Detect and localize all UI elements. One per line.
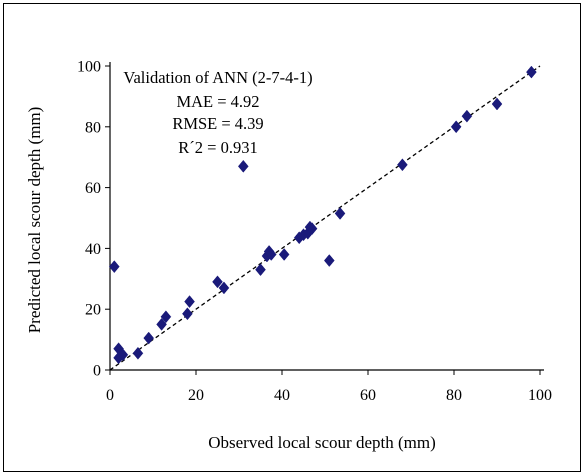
data-point	[184, 295, 195, 308]
data-point	[306, 222, 318, 236]
chart-frame: 0 20 40 60 80 100 0 20 40 60 80 100 Validation of A…	[3, 3, 581, 472]
x-tick-label: 40	[274, 387, 290, 404]
x-tick-label: 0	[106, 387, 114, 404]
x-tick-label: 60	[360, 387, 376, 404]
annotation-line-3: RMSE = 4.39	[172, 114, 263, 133]
data-point	[278, 248, 290, 261]
data-point	[255, 263, 266, 277]
data-point	[265, 248, 277, 261]
y-tick-label: 20	[85, 302, 101, 319]
data-point	[526, 65, 537, 79]
data-point	[143, 331, 155, 345]
data-point	[156, 318, 167, 331]
data-point	[212, 275, 223, 289]
y-tick-label: 60	[85, 180, 101, 197]
annotation-line-2: MAE = 4.92	[176, 92, 259, 111]
stats-annotation: Validation of ANN (2-7-4-1) MAE = 4.92 R…	[123, 68, 312, 157]
y-tick-label: 40	[85, 241, 101, 258]
data-point	[237, 159, 249, 173]
x-tick-label: 20	[188, 387, 204, 404]
trendline	[109, 65, 541, 371]
annotation-line-1: Validation of ANN (2-7-4-1)	[123, 68, 312, 87]
data-point	[461, 109, 473, 123]
annotation-line-4: R´2 = 0.931	[178, 138, 257, 157]
x-axis-label: Observed local scour depth (mm)	[208, 433, 436, 452]
axes: 0 20 40 60 80 100 0 20 40 60 80 100	[77, 59, 552, 405]
x-tick-label: 100	[528, 387, 552, 404]
data-point	[397, 158, 408, 172]
data-point	[108, 260, 120, 274]
data-point	[323, 254, 335, 267]
data-point	[218, 281, 230, 295]
data-point	[450, 120, 462, 134]
data-point	[491, 97, 503, 111]
data-point	[334, 207, 346, 220]
scatter-chart: 0 20 40 60 80 100 0 20 40 60 80 100 Validation of A…	[25, 59, 552, 453]
data-point	[182, 307, 193, 321]
data-points	[108, 65, 537, 365]
y-tick-label: 100	[77, 59, 101, 76]
x-tick-label: 80	[446, 387, 462, 404]
y-axis-label: Predicted local scour depth (mm)	[25, 107, 44, 334]
y-tick-label: 80	[85, 119, 101, 136]
trendline-dashed	[109, 65, 541, 371]
data-point	[132, 346, 144, 360]
data-point	[160, 310, 172, 324]
y-tick-label: 0	[93, 363, 101, 380]
data-point	[117, 348, 129, 362]
